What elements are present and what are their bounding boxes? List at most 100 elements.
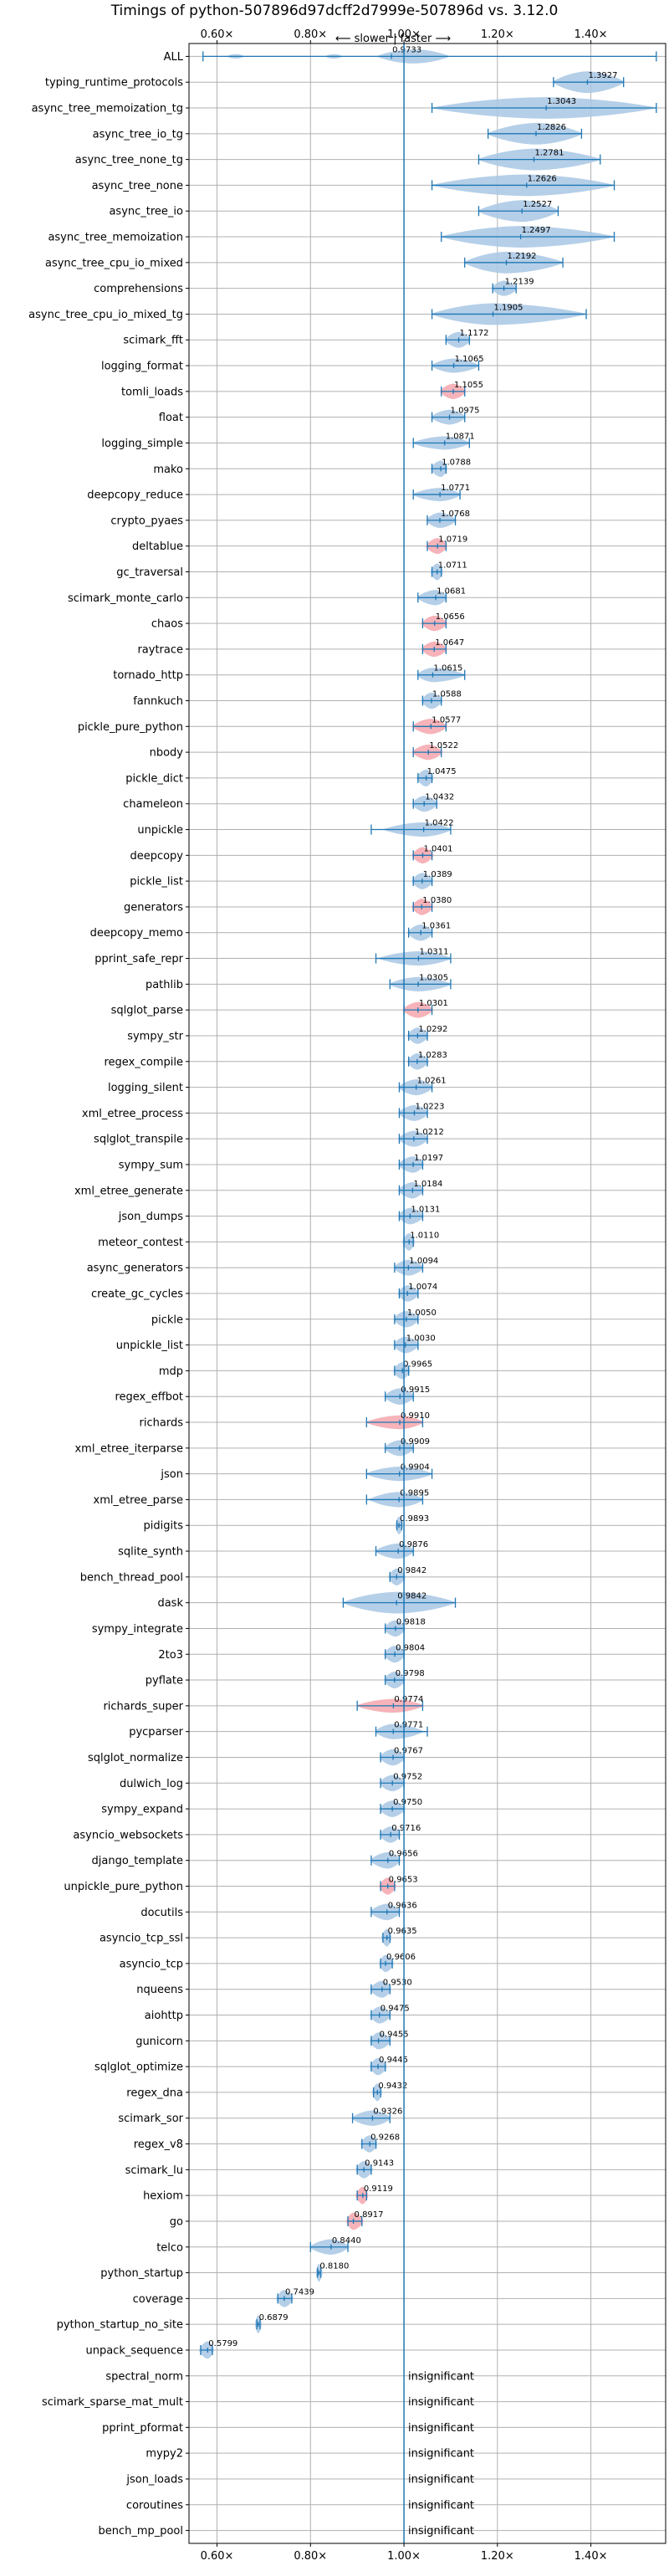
- benchmark-label: generators: [124, 901, 183, 914]
- mean-value-label: 1.3927: [589, 71, 618, 80]
- x-tick-label-top: 0.80×: [294, 28, 327, 41]
- benchmark-label: regex_dna: [126, 2087, 183, 2099]
- mean-value-label: 0.9635: [388, 1927, 417, 1936]
- benchmark-label: unpickle_pure_python: [64, 1881, 183, 1893]
- benchmark-label: gunicorn: [135, 2036, 183, 2048]
- mean-value-label: 0.9143: [365, 2159, 394, 2168]
- benchmark-label: json_dumps: [118, 1211, 183, 1223]
- benchmark-label: coverage: [133, 2293, 183, 2306]
- benchmark-label: go: [170, 2215, 183, 2228]
- chart-title: Timings of python-507896d97dcff2d7999e-5…: [110, 3, 559, 19]
- mean-value-label: 0.9774: [394, 1695, 423, 1704]
- benchmark-label: async_tree_io: [109, 206, 183, 218]
- mean-value-label: 1.0389: [423, 870, 452, 879]
- benchmark-label: async_tree_io_tg: [93, 128, 183, 141]
- mean-value-label: 0.9904: [401, 1463, 430, 1472]
- mean-value-label: 0.9842: [397, 1592, 426, 1601]
- mean-value-label: 1.2139: [505, 278, 534, 287]
- benchmark-label: coroutines: [126, 2499, 183, 2512]
- mean-value-label: 1.1065: [455, 355, 484, 364]
- benchmark-label: nbody: [150, 747, 184, 760]
- mean-value-label: 1.0361: [421, 922, 451, 931]
- benchmark-label: scimark_monte_carlo: [68, 592, 183, 605]
- mean-value-label: 0.9750: [393, 1798, 422, 1807]
- benchmark-label: python_startup: [100, 2267, 183, 2280]
- mean-value-label: 1.3043: [547, 97, 576, 106]
- mean-value-label: 0.9909: [401, 1437, 430, 1447]
- mean-value-label: 1.0311: [419, 948, 448, 957]
- benchmark-label: sqlite_synth: [118, 1546, 183, 1559]
- benchmark-label: sympy_sum: [119, 1159, 183, 1171]
- mean-value-label: 0.6879: [259, 2313, 289, 2322]
- mean-value-label: 1.0577: [432, 715, 461, 725]
- mean-value-label: 0.9119: [364, 2184, 393, 2194]
- mean-value-label: 0.9910: [401, 1411, 430, 1421]
- insignificant-label: insignificant: [408, 2396, 474, 2409]
- x-tick-label-bottom: 1.40×: [575, 2550, 608, 2563]
- mean-value-label: 0.9733: [392, 45, 421, 54]
- mean-value-label: 1.0871: [446, 432, 475, 441]
- benchmark-label: hexiom: [143, 2190, 183, 2203]
- benchmark-label: pycparser: [129, 1726, 183, 1739]
- benchmark-label: async_tree_none: [92, 180, 183, 192]
- mean-value-label: 0.9445: [379, 2056, 408, 2065]
- mean-value-label: 0.9455: [380, 2030, 409, 2039]
- mean-value-label: 1.0522: [429, 741, 458, 750]
- mean-value-label: 0.9268: [370, 2133, 400, 2143]
- benchmark-label: xml_etree_generate: [74, 1185, 183, 1197]
- benchmark-label: nqueens: [136, 1984, 183, 1996]
- benchmark-label: json: [160, 1468, 183, 1481]
- benchmark-label: gc_traversal: [116, 566, 183, 579]
- x-tick-label-top: 1.20×: [481, 28, 514, 41]
- benchmark-label: pickle_pure_python: [78, 721, 183, 734]
- mean-value-label: 1.0788: [442, 458, 471, 467]
- benchmark-label: chameleon: [123, 798, 183, 811]
- benchmark-label: logging_silent: [108, 1082, 183, 1094]
- mean-value-label: 1.0475: [427, 767, 457, 776]
- x-tick-label-top: 0.60×: [201, 28, 234, 41]
- mean-value-label: 1.2626: [528, 174, 557, 183]
- benchmark-label: richards: [140, 1417, 184, 1430]
- benchmark-label: xml_etree_process: [82, 1108, 183, 1120]
- mean-value-label: 1.0301: [419, 999, 448, 1008]
- benchmark-label: mypy2: [146, 2448, 183, 2461]
- mean-value-label: 0.9716: [391, 1824, 421, 1833]
- mean-value-label: 1.2781: [534, 149, 564, 158]
- plot-frame: [188, 43, 666, 2544]
- benchmark-label: create_gc_cycles: [91, 1288, 183, 1301]
- mean-value-label: 1.0768: [441, 510, 470, 519]
- insignificant-label: insignificant: [408, 2473, 474, 2486]
- insignificant-label: insignificant: [408, 2448, 474, 2461]
- direction-label: ⟵ slower | faster ⟶: [335, 33, 451, 45]
- benchmark-label: deepcopy_memo: [90, 927, 183, 940]
- benchmark-label: sympy_str: [127, 1030, 183, 1042]
- mean-value-label: 1.0184: [413, 1180, 442, 1189]
- benchmark-label: pprint_safe_repr: [94, 953, 183, 965]
- benchmark-label: pidigits: [144, 1520, 184, 1533]
- mean-value-label: 1.0681: [437, 586, 466, 596]
- mean-value-label: 0.9752: [393, 1772, 422, 1781]
- mean-value-label: 1.2527: [523, 200, 552, 209]
- mean-value-label: 0.8917: [355, 2210, 384, 2220]
- benchmark-label: async_tree_cpu_io_mixed: [45, 257, 183, 269]
- benchmark-label: sqlglot_transpile: [94, 1134, 183, 1146]
- mean-value-label: 0.9895: [400, 1488, 429, 1498]
- benchmark-label: asyncio_tcp_ssl: [100, 1933, 183, 1945]
- benchmark-label: aiohttp: [145, 2010, 183, 2022]
- x-tick-label-bottom: 0.80×: [294, 2550, 327, 2563]
- mean-value-label: 1.1055: [454, 381, 483, 390]
- mean-value-label: 0.9965: [403, 1360, 432, 1369]
- mean-value-label: 0.9475: [380, 2005, 410, 2014]
- benchmark-label: ALL: [164, 51, 184, 64]
- mean-value-label: 0.7439: [285, 2287, 314, 2297]
- benchmark-label: pickle_dict: [125, 772, 183, 785]
- benchmark-label: async_generators: [87, 1262, 184, 1275]
- insignificant-label: insignificant: [408, 2525, 474, 2538]
- mean-value-label: 0.8440: [332, 2236, 361, 2246]
- mean-value-label: 1.0094: [409, 1257, 438, 1266]
- mean-value-label: 1.0283: [418, 1051, 447, 1060]
- mean-value-label: 0.9804: [396, 1643, 425, 1652]
- benchmark-label: dulwich_log: [120, 1778, 183, 1790]
- mean-value-label: 1.0422: [425, 819, 454, 828]
- mean-value-label: 1.0050: [407, 1308, 437, 1318]
